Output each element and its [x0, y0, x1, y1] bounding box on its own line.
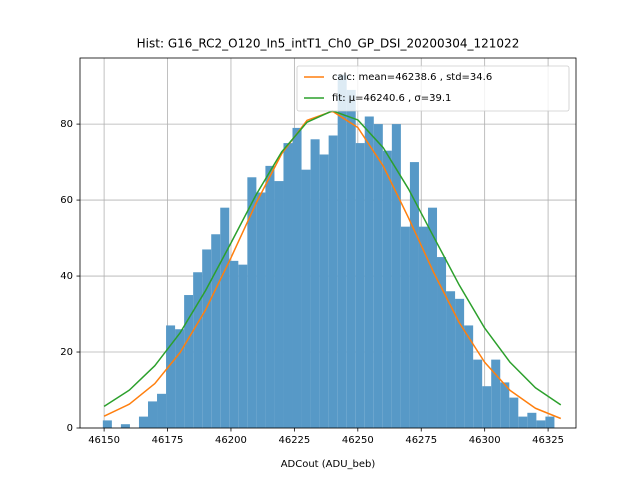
bar	[509, 397, 519, 428]
x-tick-label: 46175	[152, 435, 184, 446]
bar	[229, 260, 239, 428]
bar	[175, 329, 185, 428]
bars	[102, 74, 555, 429]
bar	[545, 416, 555, 428]
bar	[256, 192, 266, 428]
legend-box	[296, 65, 570, 112]
bar	[536, 420, 546, 428]
bar	[166, 325, 176, 428]
bar	[464, 325, 474, 428]
x-axis-label: ADCout (ADU_beb)	[281, 459, 376, 470]
bar	[274, 181, 284, 428]
legend: calc: mean=46238.6 , std=34.6 fit: μ=4624…	[296, 65, 570, 112]
y-tick-label: 20	[60, 347, 73, 358]
bar	[147, 401, 158, 428]
y-tick-label: 60	[60, 195, 73, 206]
bar	[193, 272, 203, 428]
bar	[157, 393, 167, 428]
bar	[527, 412, 537, 428]
x-tick-label: 46225	[278, 435, 310, 446]
legend-label: fit: μ=46240.6 , σ=39.1	[332, 93, 451, 104]
x-tick-label: 46275	[405, 435, 437, 446]
y-tick-label: 80	[60, 119, 73, 130]
legend-label: calc: mean=46238.6 , std=34.6	[332, 72, 492, 83]
bar	[500, 382, 510, 428]
bar	[455, 298, 465, 428]
bar	[102, 420, 112, 428]
bar	[138, 416, 148, 428]
y-tick-label: 0	[67, 423, 73, 434]
bar	[292, 127, 302, 428]
bar	[391, 124, 401, 428]
bar	[482, 386, 492, 428]
bar	[437, 257, 447, 428]
plot-frame	[79, 57, 577, 429]
bar	[373, 124, 383, 428]
bar	[337, 74, 347, 429]
chart-title: Hist: G16_RC2_O120_In5_intT1_Ch0_GP_DSI_…	[137, 37, 520, 51]
bar	[346, 89, 356, 428]
bar	[220, 207, 230, 428]
bar	[265, 165, 275, 428]
bar	[427, 207, 438, 428]
bar	[355, 143, 365, 428]
axes: 46150 46175 46200 46225 46250 46275 46300 46325…	[60, 57, 577, 446]
bar	[328, 135, 338, 428]
bar	[184, 295, 194, 428]
bar	[247, 177, 257, 428]
y-tick-label: 40	[60, 271, 73, 282]
bar	[473, 359, 483, 428]
bar	[364, 116, 374, 428]
bar	[319, 154, 329, 428]
bar	[283, 143, 293, 428]
bar	[518, 416, 528, 428]
bar	[301, 169, 311, 428]
bar	[409, 162, 419, 428]
x-tick-label: 46150	[88, 435, 120, 446]
bar	[202, 249, 212, 428]
bar	[310, 139, 320, 428]
bar	[211, 234, 221, 428]
bar	[400, 226, 410, 428]
bar	[120, 424, 130, 428]
x-tick-label: 46250	[342, 435, 374, 446]
bar	[238, 264, 248, 428]
bar	[418, 226, 428, 428]
bar	[382, 150, 392, 428]
x-tick-label: 46325	[532, 435, 564, 446]
bar	[491, 359, 501, 428]
x-tick-label: 46200	[215, 435, 247, 446]
bar	[446, 291, 456, 428]
x-tick-label: 46300	[469, 435, 501, 446]
